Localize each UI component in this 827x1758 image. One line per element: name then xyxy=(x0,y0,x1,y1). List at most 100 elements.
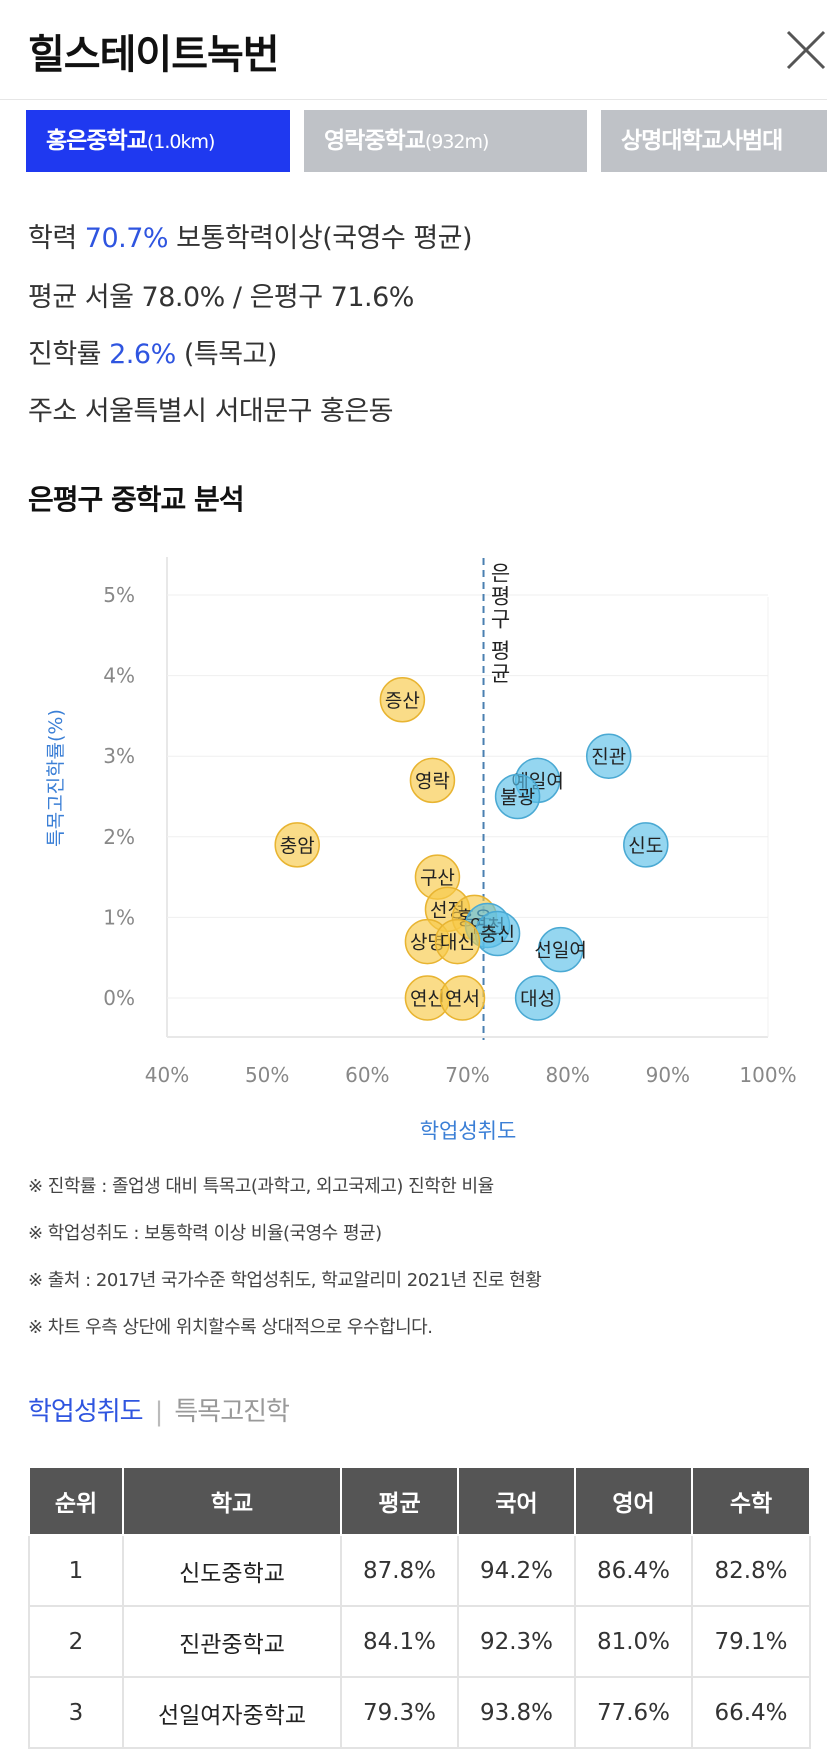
school-tabs: 홍은중학교(1.0km) 영락중학교(932m) 상명대학교사범대 xyxy=(26,110,827,172)
cell-average: 87.8% xyxy=(340,1534,459,1607)
point-marker xyxy=(585,733,632,779)
scatter-chart: 0% 1% 2% 3% 4% 5% 40% 50% 60% 70% 80% 90% 100% 은평구 … xyxy=(45,557,797,1143)
table-row: 2 진관중학교 84.1% 92.3% 81.0% 79.1% xyxy=(28,1605,811,1678)
cell-school: 선일여자중학교 xyxy=(122,1676,342,1749)
header-math: 수학 xyxy=(691,1466,811,1536)
chart-grid xyxy=(166,557,769,1038)
point-marker xyxy=(274,822,320,868)
point-label: 대신 xyxy=(440,932,475,954)
point-marker xyxy=(439,975,486,1021)
cell-math: 82.8% xyxy=(691,1534,811,1607)
address-info: 주소 서울특별시 서대문구 홍은동 xyxy=(28,389,394,428)
academic-desc: 보통학력이상(국영수 평균) xyxy=(176,223,473,254)
point-marker xyxy=(514,975,561,1021)
average-label: 평균 xyxy=(28,282,77,313)
cell-average: 79.3% xyxy=(340,1676,459,1749)
x-tick-label: 100% xyxy=(739,1063,796,1087)
point-marker xyxy=(537,926,584,973)
scatter-points: 증산영락충암진관예일여불광신도구산선정홍은연천충신상명대신선일여연신연서대성 xyxy=(274,677,669,1021)
y-tick-label: 2% xyxy=(103,825,135,849)
scatter-point[interactable]: 신도 xyxy=(623,822,669,868)
cell-math: 66.4% xyxy=(691,1676,811,1749)
tab-school-name: 상명대학교사범대 xyxy=(621,128,783,154)
scatter-point[interactable]: 진관 xyxy=(585,733,632,779)
ranking-subtabs: 학업성취도 | 특목고진학 xyxy=(28,1391,290,1428)
y-axis-label: 특목고진학률(%) xyxy=(45,709,67,847)
ranking-table: 순위 학교 평균 국어 영어 수학 1 신도중학교 87.8% 94.2% 86… xyxy=(28,1466,811,1749)
x-tick-label: 90% xyxy=(646,1063,690,1087)
subtab-special-school[interactable]: 특목고진학 xyxy=(174,1397,290,1427)
tab-school-distance: (932m) xyxy=(424,131,490,153)
advance-label: 진학률 xyxy=(28,339,102,370)
y-tick-label: 3% xyxy=(103,744,135,768)
point-marker xyxy=(379,677,426,723)
point-label: 연서 xyxy=(445,988,480,1010)
header-korean: 국어 xyxy=(457,1466,576,1536)
point-marker xyxy=(434,918,481,965)
point-label: 연신 xyxy=(410,988,445,1010)
scatter-point[interactable]: 불광 xyxy=(494,773,541,820)
point-marker xyxy=(409,757,456,804)
note-item: ※ 진학률 : 졸업생 대비 특목고(과학고, 외고국제고) 진학한 비율 xyxy=(28,1176,494,1197)
tab-school-3[interactable]: 상명대학교사범대 xyxy=(601,110,827,172)
advance-value: 2.6% xyxy=(109,339,176,370)
x-tick-label: 70% xyxy=(445,1063,489,1087)
cell-school: 진관중학교 xyxy=(122,1605,342,1678)
note-item: ※ 차트 우측 상단에 위치할수록 상대적으로 우수합니다. xyxy=(28,1317,433,1338)
cell-korean: 94.2% xyxy=(457,1534,576,1607)
cell-average: 84.1% xyxy=(340,1605,459,1678)
point-label: 충암 xyxy=(280,835,315,857)
cell-rank: 3 xyxy=(28,1676,124,1749)
scatter-point[interactable]: 연서 xyxy=(439,975,486,1021)
tab-school-name: 홍은중학교 xyxy=(46,128,148,154)
x-axis-label: 학업성취도 xyxy=(420,1119,517,1143)
x-tick-label: 80% xyxy=(545,1063,589,1087)
close-icon[interactable] xyxy=(784,28,827,72)
address-text: 서울특별시 서대문구 홍은동 xyxy=(84,396,394,427)
cell-english: 86.4% xyxy=(574,1534,693,1607)
scatter-point[interactable]: 영락 xyxy=(409,757,456,804)
note-item: ※ 출처 : 2017년 국가수준 학업성취도, 학교알리미 2021년 진로 … xyxy=(28,1270,542,1291)
scatter-point[interactable]: 대성 xyxy=(514,975,561,1021)
x-axis-ticks: 40% 50% 60% 70% 80% 90% 100% xyxy=(145,1063,797,1087)
point-label: 신도 xyxy=(628,835,663,857)
y-tick-label: 1% xyxy=(103,905,135,929)
academic-info: 학력 70.7% 보통학력이상(국영수 평균) xyxy=(28,216,473,255)
point-label: 구산 xyxy=(420,867,455,889)
y-tick-label: 0% xyxy=(103,986,135,1010)
tab-school-1[interactable]: 홍은중학교(1.0km) xyxy=(26,110,290,172)
y-tick-label: 4% xyxy=(103,664,135,688)
y-axis-ticks: 0% 1% 2% 3% 4% 5% xyxy=(103,583,135,1010)
header-average: 평균 xyxy=(340,1466,459,1536)
scatter-point[interactable]: 충신 xyxy=(474,910,521,957)
point-marker xyxy=(623,822,669,868)
cell-korean: 92.3% xyxy=(457,1605,576,1678)
cell-math: 79.1% xyxy=(691,1605,811,1678)
page-title: 힐스테이트녹번 xyxy=(28,32,280,78)
point-marker xyxy=(494,773,541,820)
academic-label: 학력 xyxy=(28,223,77,254)
average-info: 평균 서울 78.0% / 은평구 71.6% xyxy=(28,275,414,314)
academic-value: 70.7% xyxy=(84,223,169,254)
point-label: 증산 xyxy=(385,690,420,712)
x-tick-label: 50% xyxy=(245,1063,289,1087)
cell-rank: 1 xyxy=(28,1534,124,1607)
advance-info: 진학률 2.6% (특목고) xyxy=(28,332,277,371)
advance-desc: (특목고) xyxy=(183,339,278,370)
scatter-point[interactable]: 대신 xyxy=(434,918,481,965)
header-english: 영어 xyxy=(574,1466,693,1536)
point-label: 선일여 xyxy=(534,940,586,962)
scatter-point[interactable]: 증산 xyxy=(379,677,426,723)
tab-school-name: 영락중학교 xyxy=(324,128,426,154)
table-row: 3 선일여자중학교 79.3% 93.8% 77.6% 66.4% xyxy=(28,1676,811,1749)
table-header-row: 순위 학교 평균 국어 영어 수학 xyxy=(28,1466,811,1536)
header-rank: 순위 xyxy=(28,1466,124,1536)
point-label: 영락 xyxy=(415,770,450,792)
x-tick-label: 40% xyxy=(145,1063,189,1087)
reference-label: 은평구 평균 xyxy=(488,562,512,686)
header-school: 학교 xyxy=(122,1466,342,1536)
scatter-point[interactable]: 충암 xyxy=(274,822,320,868)
subtab-academic[interactable]: 학업성취도 xyxy=(28,1397,144,1427)
tab-school-2[interactable]: 영락중학교(932m) xyxy=(304,110,587,172)
scatter-point[interactable]: 선일여 xyxy=(534,926,587,973)
